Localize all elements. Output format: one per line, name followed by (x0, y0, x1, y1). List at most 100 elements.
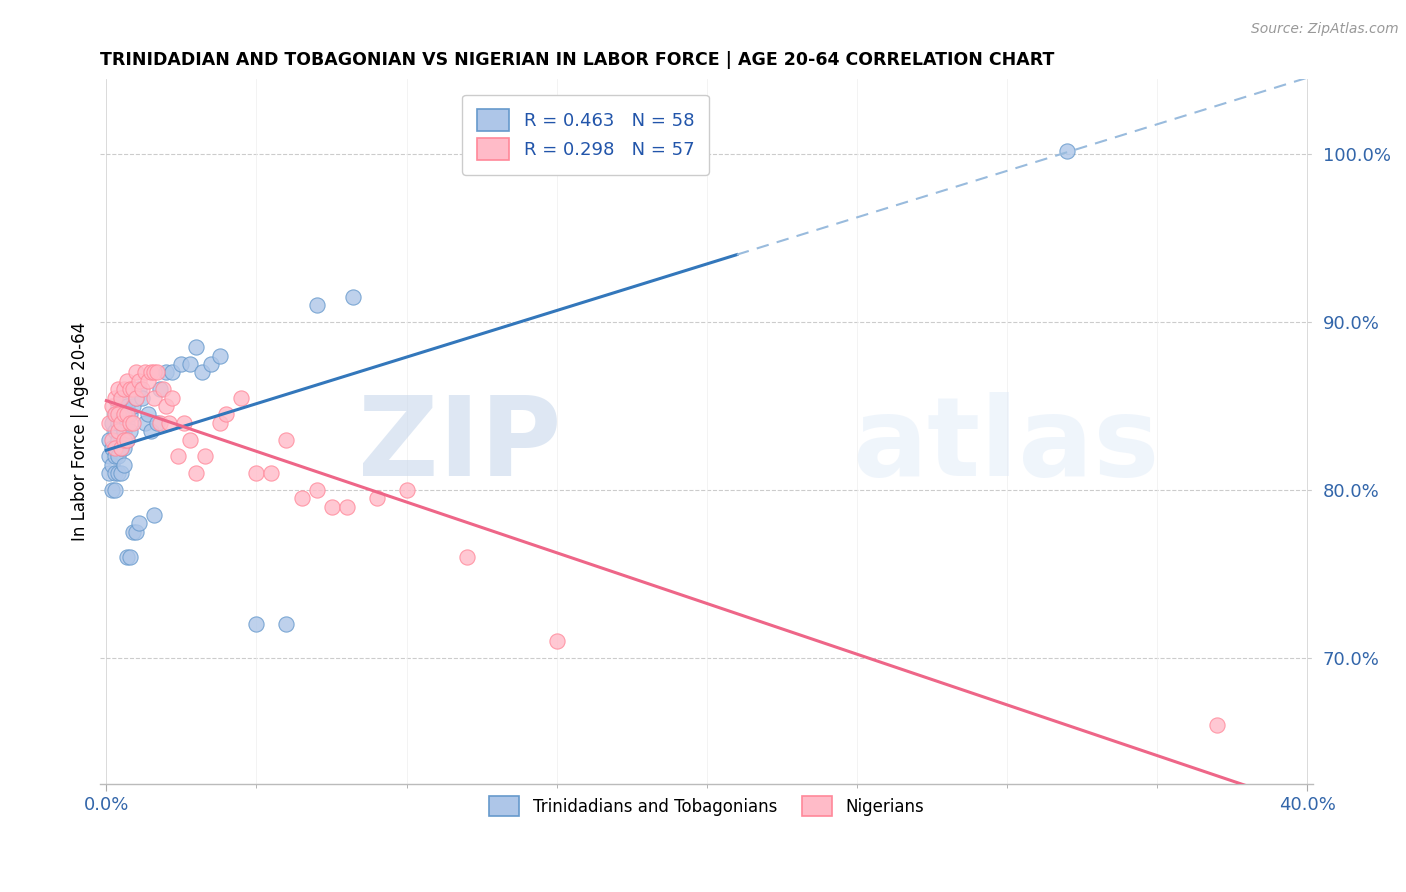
Point (117, 433, 139, 447)
Text: ZIP: ZIP (359, 392, 561, 499)
Point (98, 416, 121, 430)
Point (170, 357, 193, 371)
Point (122, 399, 145, 413)
Point (104, 424, 127, 438)
Point (107, 399, 129, 413)
Point (155, 365, 177, 379)
Point (107, 433, 129, 447)
Point (104, 408, 127, 422)
Point (1056, 144, 1078, 158)
Point (395, 483, 418, 497)
Point (122, 382, 145, 396)
Text: atlas: atlas (852, 392, 1160, 499)
Point (152, 382, 174, 396)
Legend: Trinidadians and Tobagonians, Nigerians: Trinidadians and Tobagonians, Nigerians (481, 788, 932, 825)
Point (335, 500, 357, 514)
Point (110, 416, 132, 430)
Point (155, 399, 177, 413)
Point (110, 441, 132, 455)
Point (98, 450, 121, 464)
Point (131, 391, 153, 405)
Point (112, 441, 135, 455)
Point (120, 408, 142, 422)
Point (125, 391, 148, 405)
Point (366, 491, 388, 506)
Point (112, 458, 135, 472)
Point (104, 450, 127, 464)
Point (101, 458, 124, 472)
Point (110, 391, 132, 405)
Point (215, 408, 238, 422)
Point (260, 466, 283, 480)
Point (131, 382, 153, 396)
Y-axis label: In Labor Force | Age 20-64: In Labor Force | Age 20-64 (72, 322, 89, 541)
Text: Source: ZipAtlas.com: Source: ZipAtlas.com (1251, 22, 1399, 37)
Text: TRINIDADIAN AND TOBAGONIAN VS NIGERIAN IN LABOR FORCE | AGE 20-64 CORRELATION CH: TRINIDADIAN AND TOBAGONIAN VS NIGERIAN I… (100, 51, 1054, 69)
Point (179, 433, 201, 447)
Point (112, 382, 135, 396)
Point (305, 298, 328, 312)
Point (546, 634, 568, 648)
Point (107, 450, 129, 464)
Point (117, 433, 139, 447)
Point (110, 466, 132, 480)
Point (107, 466, 129, 480)
Point (122, 416, 145, 430)
Point (125, 391, 148, 405)
Point (120, 424, 142, 438)
Point (167, 450, 190, 464)
Point (276, 433, 298, 447)
Point (125, 524, 148, 539)
Point (120, 550, 142, 565)
Point (149, 416, 172, 430)
Point (134, 416, 156, 430)
Point (104, 391, 127, 405)
Point (117, 408, 139, 422)
Point (128, 382, 150, 396)
Point (117, 374, 139, 388)
Point (141, 424, 163, 438)
Point (209, 349, 232, 363)
Point (157, 416, 180, 430)
Point (146, 365, 169, 379)
Point (321, 500, 343, 514)
Point (173, 416, 195, 430)
Point (456, 550, 478, 565)
Point (104, 483, 127, 497)
Point (104, 466, 127, 480)
Point (120, 382, 142, 396)
Point (186, 466, 208, 480)
Point (107, 408, 129, 422)
Point (98, 433, 121, 447)
Point (209, 416, 232, 430)
Point (179, 357, 201, 371)
Point (128, 374, 150, 388)
Point (110, 391, 132, 405)
Point (128, 516, 150, 531)
Point (194, 450, 217, 464)
Point (101, 483, 124, 497)
Point (143, 391, 166, 405)
Point (290, 491, 312, 506)
Point (143, 508, 166, 522)
Point (200, 357, 222, 371)
Point (101, 399, 124, 413)
Point (143, 365, 166, 379)
Point (146, 416, 169, 430)
Point (104, 441, 127, 455)
Point (98, 466, 121, 480)
Point (231, 391, 253, 405)
Point (107, 382, 129, 396)
Point (117, 399, 139, 413)
Point (112, 433, 135, 447)
Point (305, 483, 328, 497)
Point (101, 416, 124, 430)
Point (276, 617, 298, 632)
Point (186, 340, 208, 354)
Point (191, 365, 214, 379)
Point (107, 416, 129, 430)
Point (122, 524, 145, 539)
Point (162, 391, 184, 405)
Point (110, 416, 132, 430)
Point (1206, 718, 1229, 732)
